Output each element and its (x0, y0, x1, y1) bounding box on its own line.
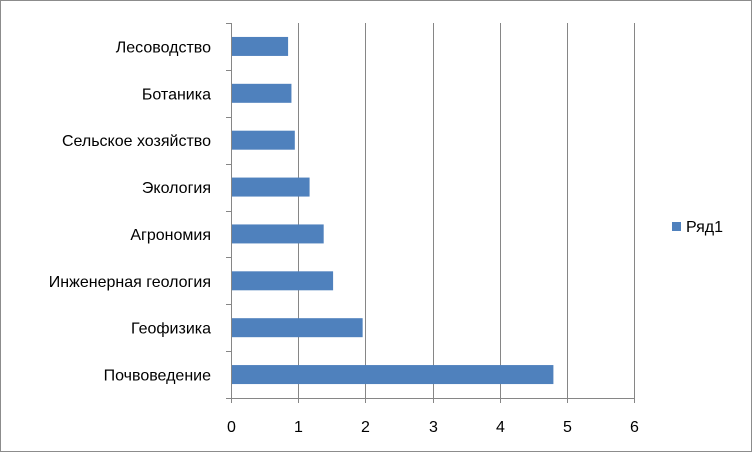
category-label: Агрономия (130, 227, 211, 244)
legend-label: Ряд1 (686, 219, 723, 236)
bar (232, 365, 554, 385)
bar (232, 130, 295, 150)
bar (232, 177, 310, 197)
category-label: Инженерная геология (49, 274, 211, 291)
gridlines (298, 23, 635, 398)
x-tick-label: 1 (294, 419, 303, 436)
x-tick-label: 0 (227, 419, 236, 436)
bar (232, 224, 324, 244)
x-tick-label: 5 (563, 419, 572, 436)
bar (232, 318, 363, 338)
category-labels: Лесоводство Ботаника Сельское хозяйство Эко… (49, 39, 211, 384)
x-tick-label: 2 (361, 419, 370, 436)
category-label: Сельское хозяйство (62, 133, 211, 150)
category-label: Ботаника (142, 86, 211, 103)
bar (232, 271, 334, 291)
category-label: Экология (142, 180, 211, 197)
axes (226, 23, 635, 403)
x-tick-label: 4 (496, 419, 505, 436)
category-label: Лесоводство (116, 39, 211, 56)
category-label: Геофизика (131, 321, 211, 338)
x-tick-labels: 0 1 2 3 4 5 6 (227, 419, 639, 436)
legend-swatch (672, 222, 681, 231)
bars (232, 36, 554, 385)
legend: Ряд1 (672, 219, 723, 236)
x-tick-label: 3 (429, 419, 438, 436)
x-tick-label: 6 (630, 419, 639, 436)
bar (232, 83, 292, 103)
category-label: Почвоведение (104, 368, 211, 385)
bar (232, 36, 289, 56)
